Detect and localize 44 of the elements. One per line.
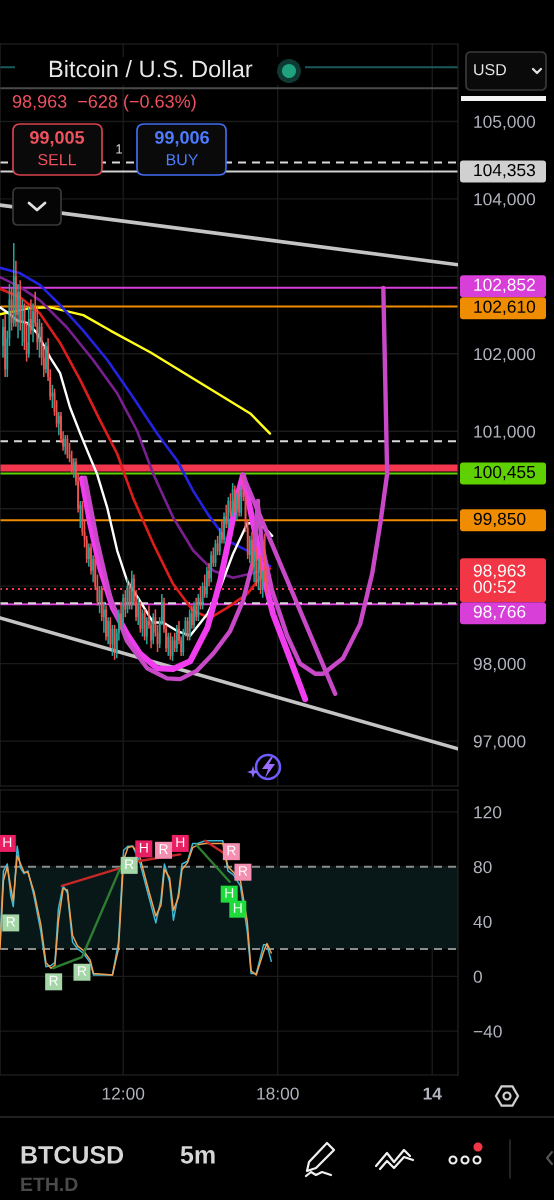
y-tick-label: 101,000 bbox=[474, 425, 536, 440]
ref-line-label: 102,610 bbox=[474, 300, 536, 315]
y-tick-label: 97,000 bbox=[473, 735, 526, 750]
ref-line-label: 102,852 bbox=[474, 278, 535, 293]
data-label: R bbox=[159, 844, 168, 854]
ref-line-label: 104,353 bbox=[474, 163, 535, 179]
y-tick-label: 120 bbox=[474, 806, 502, 819]
data-label: H bbox=[139, 842, 148, 853]
y-tick-label: 104,000 bbox=[474, 193, 536, 208]
data-label: R bbox=[239, 866, 248, 876]
y-tick-label: 105,000 bbox=[474, 115, 536, 130]
annotation: BUY bbox=[166, 154, 199, 166]
data-label: R bbox=[227, 845, 236, 856]
x-tick-label: 12:00 bbox=[102, 1087, 145, 1100]
annotation: 99,006 bbox=[155, 131, 209, 147]
data-label: H bbox=[176, 837, 185, 848]
x-tick-label: 18:00 bbox=[257, 1087, 299, 1100]
text: BTCUSD bbox=[21, 1146, 124, 1164]
annotation: 99,005 bbox=[30, 131, 85, 147]
data-label: R bbox=[125, 859, 134, 869]
y-tick-label: 40 bbox=[473, 915, 492, 928]
data-label: R bbox=[6, 916, 16, 927]
data-label: H bbox=[233, 903, 242, 913]
text: USD bbox=[474, 63, 506, 76]
data-label: R bbox=[78, 966, 87, 976]
y-tick-label: 0 bbox=[473, 970, 482, 983]
ref-line-label: 98,963 00:52 bbox=[473, 564, 526, 593]
text: ETH.D bbox=[21, 1177, 78, 1192]
text: Bitcoin / U.S. Dollar bbox=[49, 60, 253, 78]
y-tick-label: −40 bbox=[473, 1025, 502, 1038]
text: 5m bbox=[180, 1146, 215, 1164]
y-tick-label: 102,000 bbox=[474, 347, 536, 363]
ref-line-label: 98,766 bbox=[473, 605, 526, 620]
x-tick-label: 14 bbox=[423, 1087, 442, 1100]
annotation: 1 bbox=[116, 144, 123, 154]
text: 98,963 −628 (−0.63%) bbox=[12, 94, 196, 112]
ref-line-label: 99,850 bbox=[473, 512, 526, 528]
data-label: R bbox=[49, 975, 59, 986]
y-tick-label: 80 bbox=[473, 860, 492, 874]
ref-line-label: 100,455 bbox=[474, 465, 536, 481]
data-label: H bbox=[3, 837, 12, 848]
y-tick-label: 98,000 bbox=[473, 657, 526, 673]
annotation: SELL bbox=[38, 153, 77, 166]
data-label: H bbox=[225, 888, 234, 898]
